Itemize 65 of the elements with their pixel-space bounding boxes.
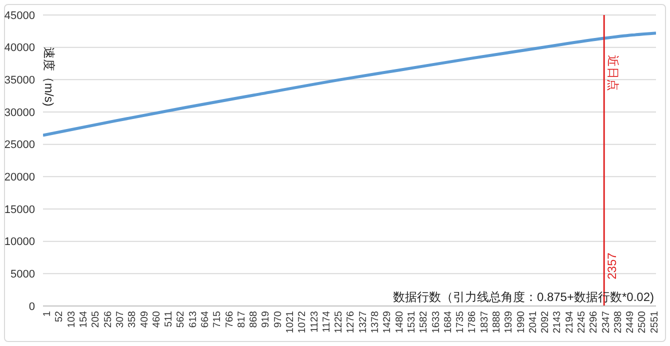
- x-tick-label: 1174: [321, 310, 332, 333]
- x-tick-label: 205: [90, 310, 102, 328]
- x-tick-label: 919: [260, 310, 272, 328]
- x-tick-label: 2398: [612, 310, 624, 334]
- ref-line-label: 近日点: [606, 55, 620, 91]
- x-tick-label: 766: [224, 310, 236, 328]
- x-tick-label: 1072: [297, 310, 308, 334]
- x-tick-label: 1429: [382, 310, 394, 334]
- y-tick-label: 10000: [4, 236, 35, 248]
- y-tick-label: 45000: [4, 10, 35, 22]
- x-tick-label: 1888: [491, 310, 502, 334]
- x-tick-label: 1276: [346, 310, 357, 334]
- x-tick-label: 613: [188, 310, 199, 328]
- x-tick-label: 460: [151, 310, 162, 328]
- annotation: 2357: [605, 252, 620, 280]
- x-tick-label: 2041: [528, 310, 539, 334]
- x-tick-label: 2296: [588, 310, 600, 334]
- x-tick-label: 1123: [309, 310, 320, 333]
- x-tick-label: 1021: [285, 310, 296, 334]
- x-tick-label: 511: [164, 310, 175, 327]
- x-tick-label: 1327: [358, 310, 369, 334]
- x-tick-label: 1684: [442, 310, 454, 334]
- y-tick-label: 5000: [10, 268, 35, 281]
- x-tick-label: 2347: [600, 310, 612, 334]
- y-tick-label: 0: [28, 300, 35, 313]
- x-tick-label: 358: [127, 310, 138, 328]
- y-tick-label: 40000: [4, 42, 35, 54]
- y-tick-label: 25000: [4, 139, 35, 152]
- x-tick-label: 2449: [625, 310, 636, 334]
- x-tick-label: 2500: [637, 310, 648, 334]
- line-series: [43, 32, 656, 137]
- x-tick-label: 1786: [467, 310, 478, 334]
- x-tick-label: 868: [248, 310, 260, 328]
- y-tick-label: 35000: [4, 74, 35, 87]
- y-tick-label: 30000: [4, 106, 35, 119]
- x-tick-label: 1: [42, 310, 54, 317]
- y-tick-label: 15000: [4, 204, 35, 216]
- x-tick-label: 103: [66, 310, 78, 328]
- y-axis-title: 速度（m/s): [42, 47, 56, 106]
- x-tick-label: 1480: [394, 310, 406, 334]
- x-tick-label: 1582: [418, 310, 430, 334]
- x-tick-label: 1225: [334, 310, 345, 334]
- x-tick-label: 1735: [455, 310, 466, 334]
- x-tick-label: 154: [78, 310, 90, 328]
- x-tick-label: 1378: [370, 310, 382, 334]
- x-tick-label: 52: [54, 310, 66, 322]
- x-tick-label: 1837: [479, 310, 490, 334]
- x-tick-label: 1939: [504, 310, 515, 334]
- x-tick-label: 2092: [540, 310, 552, 334]
- x-tick-label: 2551: [649, 310, 660, 334]
- x-tick-label: 307: [114, 310, 126, 328]
- y-tick-label: 20000: [4, 172, 35, 184]
- x-tick-label: 2194: [564, 310, 576, 334]
- x-tick-label: 256: [102, 310, 114, 328]
- x-tick-label: 409: [139, 310, 150, 328]
- x-tick-label: 970: [272, 310, 284, 328]
- x-tick-label: 1990: [516, 310, 527, 334]
- x-tick-label: 664: [200, 310, 211, 328]
- x-tick-label: 817: [236, 310, 248, 328]
- x-tick-label: 2143: [552, 310, 564, 334]
- x-tick-label: 2245: [576, 310, 588, 334]
- x-tick-label: 715: [212, 310, 224, 328]
- x-tick-label: 562: [176, 310, 187, 328]
- x-tick-label: 1531: [406, 310, 418, 334]
- x-tick-label: 1633: [430, 310, 442, 334]
